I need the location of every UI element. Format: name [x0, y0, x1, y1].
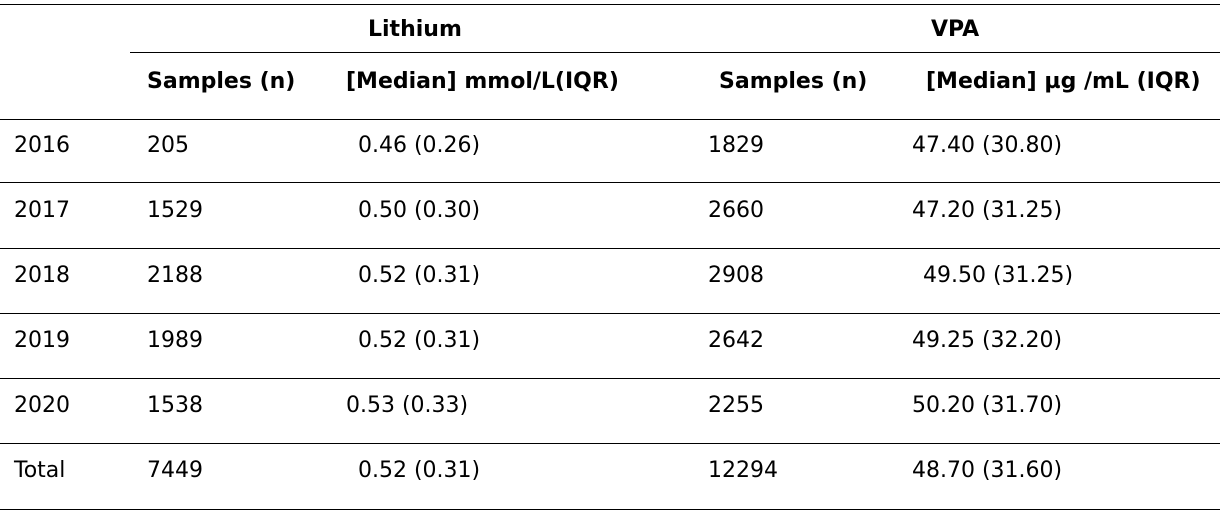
vpa-median-cell: 48.70 (31.60): [912, 458, 1063, 483]
group-header-lithium: Lithium: [368, 17, 462, 42]
lithium-samples-cell: 7449: [147, 458, 203, 483]
lithium-samples-cell: 1538: [147, 393, 203, 418]
lithium-median-cell: 0.52 (0.31): [358, 458, 481, 483]
column-header: Samples (n): [719, 69, 868, 94]
lithium-samples-cell: 1529: [147, 198, 203, 223]
column-header: Samples (n): [147, 69, 296, 94]
vpa-median-cell: 47.40 (30.80): [912, 133, 1063, 158]
lithium-median-cell: 0.46 (0.26): [358, 133, 481, 158]
table-top-rule: [0, 4, 1220, 5]
vpa-median-cell: 49.25 (32.20): [912, 328, 1063, 353]
lithium-median-cell: 0.52 (0.31): [358, 328, 481, 353]
row-label: 2017: [14, 198, 70, 223]
lithium-median-cell: 0.53 (0.33): [346, 393, 469, 418]
lithium-samples-cell: 205: [147, 133, 189, 158]
vpa-samples-cell: 2642: [708, 328, 764, 353]
vpa-samples-cell: 2255: [708, 393, 764, 418]
vpa-samples-cell: 2908: [708, 263, 764, 288]
group-header-rule: [130, 52, 1220, 53]
row-label: Total: [14, 458, 66, 483]
lithium-median-cell: 0.52 (0.31): [358, 263, 481, 288]
row-label: 2020: [14, 393, 70, 418]
vpa-median-cell: 47.20 (31.25): [912, 198, 1063, 223]
row-divider: [0, 248, 1220, 249]
table-bottom-rule: [0, 509, 1220, 510]
vpa-samples-cell: 2660: [708, 198, 764, 223]
lithium-samples-cell: 1989: [147, 328, 203, 353]
header-bottom-rule: [0, 119, 1220, 120]
vpa-median-cell: 49.50 (31.25): [923, 263, 1074, 288]
row-divider: [0, 313, 1220, 314]
column-header: [Median] mmol/L(IQR): [346, 69, 619, 94]
group-header-vpa: VPA: [931, 17, 980, 42]
lithium-samples-cell: 2188: [147, 263, 203, 288]
vpa-samples-cell: 12294: [708, 458, 778, 483]
vpa-samples-cell: 1829: [708, 133, 764, 158]
row-label: 2016: [14, 133, 70, 158]
column-header: [Median] µg /mL (IQR): [926, 69, 1201, 94]
lithium-median-cell: 0.50 (0.30): [358, 198, 481, 223]
vpa-median-cell: 50.20 (31.70): [912, 393, 1063, 418]
row-label: 2019: [14, 328, 70, 353]
row-label: 2018: [14, 263, 70, 288]
row-divider: [0, 378, 1220, 379]
row-divider: [0, 443, 1220, 444]
row-divider: [0, 182, 1220, 183]
